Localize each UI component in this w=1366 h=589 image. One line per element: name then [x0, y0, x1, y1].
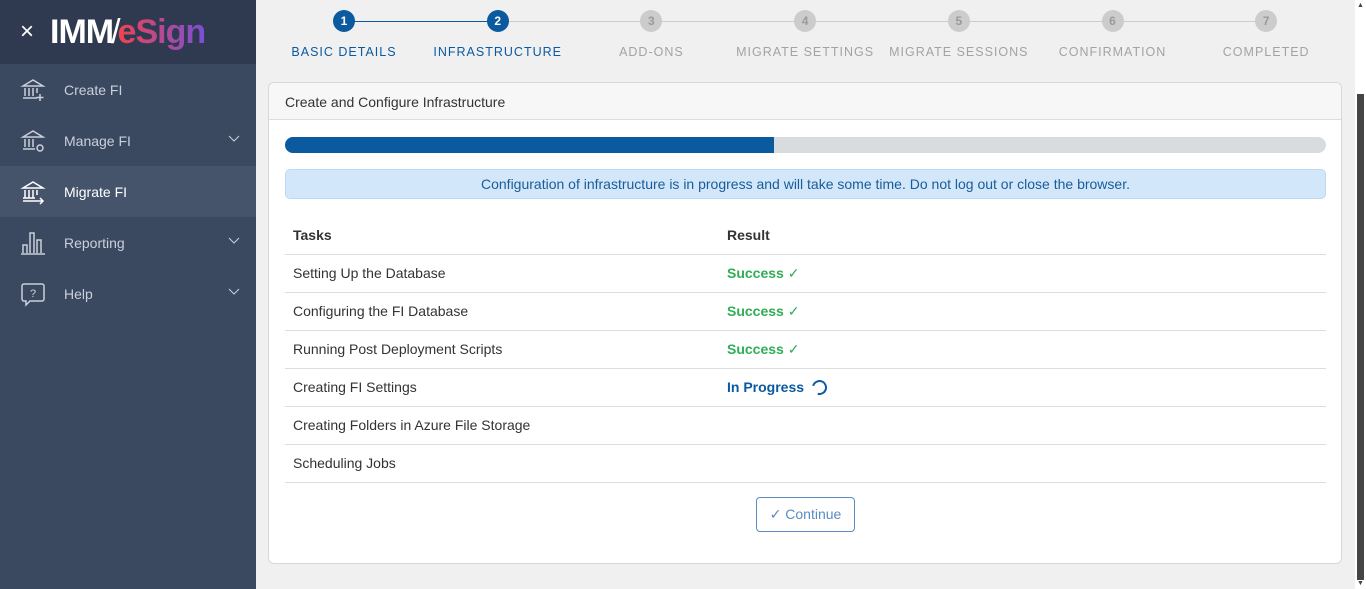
step-connector — [344, 21, 498, 22]
bank-plus-icon — [20, 78, 46, 101]
progress-fill — [285, 137, 775, 153]
logo: IMM / eSign — [50, 12, 206, 51]
info-alert: Configuration of infrastructure is in pr… — [285, 169, 1326, 199]
step-label: ADD-ONS — [619, 45, 684, 59]
step-connector — [1112, 21, 1267, 22]
sidebar-item-label: Reporting — [64, 234, 125, 251]
task-name: Scheduling Jobs — [285, 443, 719, 483]
table-row: Setting Up the Database Success ✓ — [285, 253, 1326, 292]
scroll-down-icon[interactable]: ▼ — [1357, 580, 1364, 587]
task-name: Creating FI Settings — [285, 367, 719, 406]
step-5: 5 MIGRATE SESSIONS — [884, 10, 1034, 59]
task-result — [719, 443, 1326, 483]
task-name: Running Post Deployment Scripts — [285, 329, 719, 368]
task-result — [719, 405, 1326, 444]
status-success: Success ✓ — [727, 340, 800, 357]
table-row: Running Post Deployment Scripts Success ✓ — [285, 329, 1326, 368]
step-label: MIGRATE SETTINGS — [736, 45, 875, 59]
brand-bar: × IMM / eSign — [0, 0, 256, 64]
step-2: 2 INFRASTRUCTURE — [423, 10, 573, 59]
check-icon: ✓ — [787, 264, 800, 281]
step-7: 7 COMPLETED — [1191, 10, 1341, 59]
column-header-result: Result — [727, 226, 770, 243]
sidebar-item-reporting[interactable]: Reporting — [0, 217, 256, 268]
sidebar-item-create-fi[interactable]: Create FI — [0, 64, 256, 115]
sidebar: × IMM / eSign Create FI Manage FI Migrate FI… — [0, 0, 256, 589]
scrollbar[interactable]: ▲ ▼ — [1355, 0, 1366, 589]
task-result: Success ✓ — [719, 291, 1326, 330]
status-success: Success ✓ — [727, 264, 800, 281]
continue-label: Continue — [785, 506, 842, 522]
step-4: 4 MIGRATE SETTINGS — [730, 10, 880, 59]
task-result: Success ✓ — [719, 329, 1326, 368]
task-result: Success ✓ — [719, 253, 1326, 292]
table-row: Creating FI Settings In Progress — [285, 367, 1326, 406]
sidebar-item-label: Help — [64, 285, 93, 302]
step-connector — [805, 21, 959, 22]
table-row: Creating Folders in Azure File Storage — [285, 405, 1326, 444]
sidebar-item-manage-fi[interactable]: Manage FI — [0, 115, 256, 166]
sidebar-item-label: Manage FI — [64, 132, 131, 149]
chevron-down-icon[interactable] — [228, 285, 240, 297]
step-number: 7 — [1255, 10, 1278, 32]
step-label: INFRASTRUCTURE — [433, 45, 562, 59]
chevron-down-icon[interactable] — [228, 132, 240, 144]
scroll-up-icon[interactable]: ▲ — [1357, 2, 1364, 9]
step-connector — [958, 21, 1113, 22]
table-row: Configuring the FI Database Success ✓ — [285, 291, 1326, 330]
sidebar-item-label: Create FI — [64, 81, 123, 98]
continue-button[interactable]: ✓ Continue — [756, 497, 855, 532]
step-number: 1 — [333, 10, 355, 32]
svg-text:?: ? — [30, 288, 36, 300]
sidebar-item-help[interactable]: ? Help — [0, 268, 256, 319]
step-1: 1 BASIC DETAILS — [269, 10, 419, 59]
status-in-progress: In Progress — [727, 377, 830, 399]
close-menu-icon[interactable]: × — [20, 18, 35, 45]
step-6: 6 CONFIRMATION — [1038, 10, 1188, 59]
check-icon: ✓ — [787, 340, 800, 357]
task-name: Setting Up the Database — [285, 253, 719, 292]
step-connector — [497, 21, 652, 22]
step-number: 5 — [947, 10, 970, 32]
task-name: Configuring the FI Database — [285, 291, 719, 330]
check-icon: ✓ — [787, 302, 800, 319]
step-label: CONFIRMATION — [1058, 45, 1167, 59]
sidebar-item-label: Migrate FI — [64, 183, 128, 200]
main-content: 1 BASIC DETAILS 2 INFRASTRUCTURE 3 ADD-ONS 4 MI… — [256, 0, 1355, 589]
column-header-tasks: Tasks — [293, 226, 332, 243]
task-result: In Progress — [719, 367, 1326, 406]
chevron-down-icon[interactable] — [228, 234, 240, 246]
check-icon: ✓ — [769, 506, 782, 522]
step-label: COMPLETED — [1222, 45, 1310, 59]
step-3: 3 ADD-ONS — [576, 10, 726, 59]
step-number: 3 — [640, 10, 663, 32]
help-bubble-icon: ? — [21, 282, 45, 307]
step-label: BASIC DETAILS — [291, 45, 397, 59]
step-connector — [651, 21, 806, 22]
scrollbar-thumb[interactable] — [1357, 94, 1364, 580]
spinner-icon — [809, 377, 830, 399]
bank-gear-icon — [20, 129, 46, 152]
step-number: 2 — [486, 10, 509, 32]
table-row: Scheduling Jobs — [285, 443, 1326, 483]
bar-chart-icon — [21, 231, 45, 255]
sidebar-item-migrate-fi[interactable]: Migrate FI — [0, 166, 256, 217]
step-label: MIGRATE SESSIONS — [889, 45, 1029, 59]
step-number: 4 — [794, 10, 817, 32]
progress-bar — [285, 137, 1326, 153]
card-title: Create and Configure Infrastructure — [269, 83, 1341, 120]
bank-arrow-icon — [20, 180, 46, 205]
infrastructure-card: Create and Configure Infrastructure Conf… — [268, 82, 1342, 564]
task-name: Creating Folders in Azure File Storage — [285, 405, 719, 444]
step-number: 6 — [1101, 10, 1124, 32]
tasks-table: Tasks Result Setting Up the Database Succe… — [285, 216, 1326, 483]
status-success: Success ✓ — [727, 302, 800, 319]
stepper: 1 BASIC DETAILS 2 INFRASTRUCTURE 3 ADD-ONS 4 MI… — [256, 0, 1355, 70]
